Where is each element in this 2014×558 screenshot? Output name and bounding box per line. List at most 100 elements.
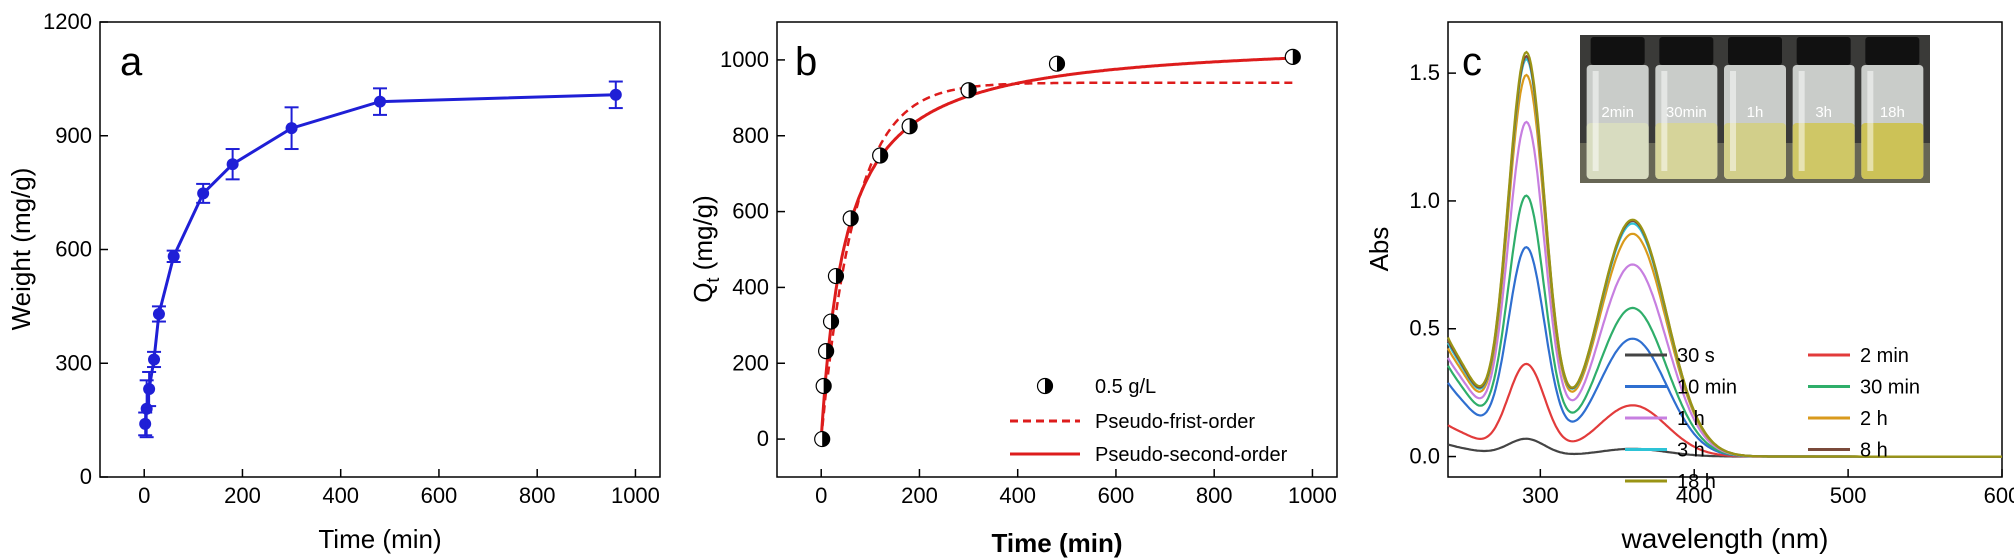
panel-a-x-label: Time (min)	[318, 524, 441, 554]
y-tick-label: 300	[55, 350, 92, 375]
data-point	[226, 158, 239, 171]
panel-a-y-label: Weight (mg/g)	[6, 168, 36, 331]
panel-b-y-label-main: Q	[688, 283, 718, 303]
y-tick-label: 600	[55, 237, 92, 262]
half-filled-marker	[827, 267, 845, 285]
panel-c-legend: 30 s 2 min 10 min 30 min 1 h 2 h 3 h 8 h 18 h	[1625, 345, 1920, 493]
legend-label: 2 h	[1860, 408, 1888, 430]
legend-label: 1 h	[1677, 408, 1705, 430]
x-tick-label: 0	[815, 483, 827, 508]
panel-c-x-label: wavelength (nm)	[1621, 523, 1829, 554]
y-tick-label: 400	[732, 274, 769, 299]
y-tick-label: 0	[757, 426, 769, 451]
half-filled-marker	[814, 430, 831, 448]
x-tick-label: 600	[1984, 483, 2014, 508]
panel-b-axes-frame	[776, 21, 1338, 478]
panel-b-y-ticks: 0 200 400 600 800 1000	[720, 47, 785, 451]
x-tick-label: 0	[138, 483, 150, 508]
panel-c-axes-frame	[1447, 21, 2003, 478]
panel-b-y-label-sub: t	[703, 278, 723, 283]
panel-b: 0 200 400 600 800 1000 0 200 400 600 800 1000 b Ti…	[688, 21, 1338, 558]
panel-a-plot	[138, 80, 623, 439]
panel-c-label: c	[1462, 40, 1482, 84]
panel-b-plot	[814, 48, 1301, 448]
panel-b-y-label: Qt (mg/g)	[688, 195, 723, 303]
half-filled-marker	[822, 313, 840, 330]
legend-second-order-label: Pseudo-second-order	[1095, 444, 1288, 466]
vial: 2min	[1586, 37, 1649, 179]
vials-photo-inset: 2min 30min 1h 3h 18h	[1580, 35, 1930, 183]
y-tick-label: 1.5	[1409, 60, 1440, 85]
x-tick-label: 400	[1676, 483, 1713, 508]
legend-label: 18 h	[1677, 471, 1716, 493]
vial-label: 18h	[1880, 104, 1905, 121]
pseudo-first-order-fit	[819, 81, 1293, 440]
vial-label: 1h	[1747, 104, 1764, 121]
legend-label: 2 min	[1860, 345, 1909, 367]
data-point	[285, 122, 298, 135]
data-point	[152, 307, 165, 320]
x-tick-label: 400	[999, 483, 1036, 508]
panel-a-x-ticks: 0 200 400 600 800 1000	[138, 469, 660, 508]
x-tick-label: 600	[1098, 483, 1135, 508]
half-filled-marker	[872, 147, 889, 164]
absorbance-curve	[1447, 246, 2002, 458]
y-tick-label: 900	[55, 123, 92, 148]
panel-a-label: a	[120, 40, 143, 84]
half-filled-marker	[1036, 377, 1054, 395]
panel-b-x-label: Time (min)	[992, 528, 1123, 558]
panel-c-plot	[1447, 50, 2002, 458]
panel-c-x-ticks: 300 400 500 600	[1522, 469, 2014, 508]
vial: 18h	[1861, 37, 1924, 179]
half-filled-marker	[960, 82, 977, 99]
panel-b-x-ticks: 0 200 400 600 800 1000	[815, 469, 1337, 508]
half-filled-marker	[815, 377, 832, 395]
legend-points-label: 0.5 g/L	[1095, 376, 1156, 398]
y-tick-label: 1200	[43, 9, 92, 34]
panel-c-y-ticks: 0.0 0.5 1.0 1.5	[1409, 60, 1456, 469]
y-tick-label: 800	[732, 123, 769, 148]
x-tick-label: 1000	[1288, 483, 1337, 508]
panel-b-label: b	[795, 40, 817, 84]
x-tick-label: 600	[421, 483, 458, 508]
data-point	[139, 417, 152, 430]
vial-label: 3h	[1815, 104, 1832, 121]
legend-label: 30 s	[1677, 345, 1715, 367]
half-filled-marker	[842, 210, 859, 227]
panel-c: 300 400 500 600 0.0 0.5 1.0 1.5 2min 30min 1h 3h 1…	[1364, 21, 2014, 554]
vial: 30min	[1655, 37, 1718, 179]
absorbance-curve	[1447, 194, 2002, 458]
y-tick-label: 200	[732, 350, 769, 375]
half-filled-marker	[1048, 55, 1066, 72]
data-point	[167, 250, 180, 263]
legend-label: 10 min	[1677, 377, 1737, 399]
x-tick-label: 300	[1522, 483, 1559, 508]
x-tick-label: 500	[1830, 483, 1867, 508]
panel-c-y-label: Abs	[1364, 227, 1394, 272]
legend-label: 8 h	[1860, 440, 1888, 462]
series-line	[143, 93, 616, 425]
panel-a-y-ticks: 0 300 600 900 1200	[43, 9, 108, 489]
x-tick-label: 200	[224, 483, 261, 508]
y-tick-label: 0	[80, 464, 92, 489]
half-filled-marker	[1284, 48, 1301, 65]
legend-first-order-label: Pseudo-frist-order	[1095, 411, 1255, 433]
x-tick-label: 800	[519, 483, 556, 508]
half-filled-marker	[818, 343, 835, 360]
legend-points-marker	[1036, 377, 1054, 395]
vial-label: 30min	[1666, 104, 1707, 121]
vial: 3h	[1792, 37, 1855, 179]
data-point	[143, 383, 156, 396]
vial: 1h	[1724, 37, 1786, 179]
half-filled-marker	[901, 118, 918, 135]
panel-b-legend: 0.5 g/L Pseudo-frist-order Pseudo-second…	[1010, 376, 1288, 466]
y-tick-label: 0.0	[1409, 444, 1440, 469]
x-tick-label: 800	[1196, 483, 1233, 508]
x-tick-label: 400	[322, 483, 359, 508]
data-point	[609, 88, 622, 101]
panel-a: 0 200 400 600 800 1000 0 300 600 900 1200 a Time …	[6, 9, 661, 554]
y-tick-label: 0.5	[1409, 316, 1440, 341]
legend-label: 3 h	[1677, 440, 1705, 462]
y-tick-label: 1000	[720, 47, 769, 72]
